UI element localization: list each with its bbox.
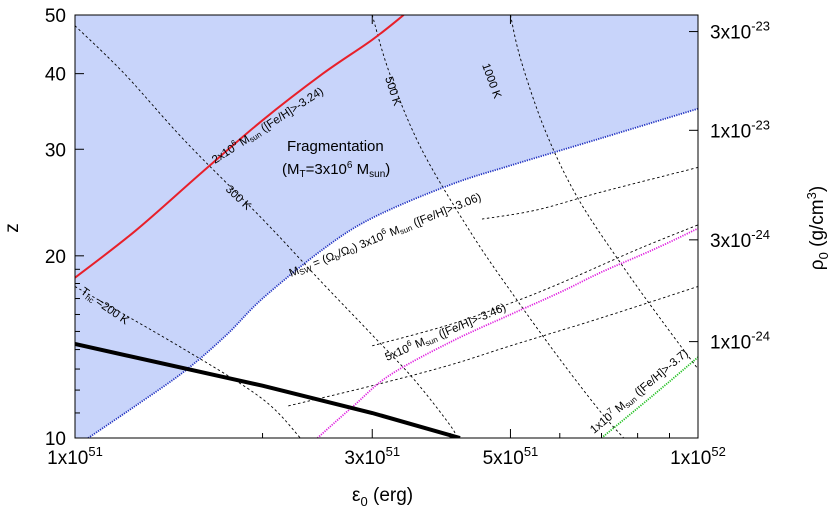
x-tick-label-1: 3x1051 [344, 444, 400, 469]
plot-frame [74, 14, 699, 439]
fragmentation-region-fill [75, 15, 698, 438]
axis-ticks: 10 20 30 40 50 1x1051 3x1051 5x1051 1x1052 1x10-2… [45, 6, 770, 469]
isotherm-line-3 [510, 15, 698, 370]
y-tick-label-30: 30 [45, 140, 66, 161]
y2-tick-label-0: 1x10-24 [710, 329, 770, 354]
blue-line [87, 107, 698, 438]
y-tick-label-10: 10 [45, 429, 66, 450]
green-line [600, 356, 698, 438]
isotherm-lines [75, 15, 698, 438]
x-tick-label-2: 5x1051 [483, 444, 539, 469]
green-line-label: 1x107 Msun ([Fe/H]>-3.7) [586, 345, 691, 437]
x-tick-label-3: 1x1052 [670, 444, 726, 469]
series-lines [75, 15, 698, 438]
isotherm-line-2 [371, 15, 625, 438]
red-line [75, 15, 405, 279]
y2-axis-label: ρ0 (g/cm3) [804, 186, 830, 270]
isotherm-line-5 [288, 286, 698, 407]
y-tick-label-20: 20 [45, 247, 66, 268]
black-line [75, 342, 461, 438]
fragmentation-mass-label: (MT=3x106 Msun) [282, 160, 390, 180]
magenta-line [316, 227, 698, 438]
fragmentation-label: Fragmentation [287, 138, 384, 155]
y2-tick-label-3: 3x10-23 [710, 19, 770, 44]
isotherm-line-6 [481, 166, 698, 220]
x-axis-label: ε0 (erg) [352, 485, 413, 508]
isotherm-line-0 [75, 286, 301, 438]
isotherm-line-1 [75, 25, 458, 438]
x-tick-label-0: 1x1051 [47, 444, 103, 469]
y2-tick-label-2: 1x10-23 [710, 117, 770, 142]
fragmentation-region [75, 15, 698, 438]
isotherm-line-4 [372, 224, 698, 347]
y-tick-label-40: 40 [45, 65, 66, 86]
y-axis-label: z [2, 223, 23, 233]
magenta-line-label: 5x106 Msun ([Fe/H]>-3.46) [382, 299, 508, 365]
y-tick-label-50: 50 [45, 6, 66, 27]
y2-tick-label-1: 3x10-24 [710, 227, 770, 252]
